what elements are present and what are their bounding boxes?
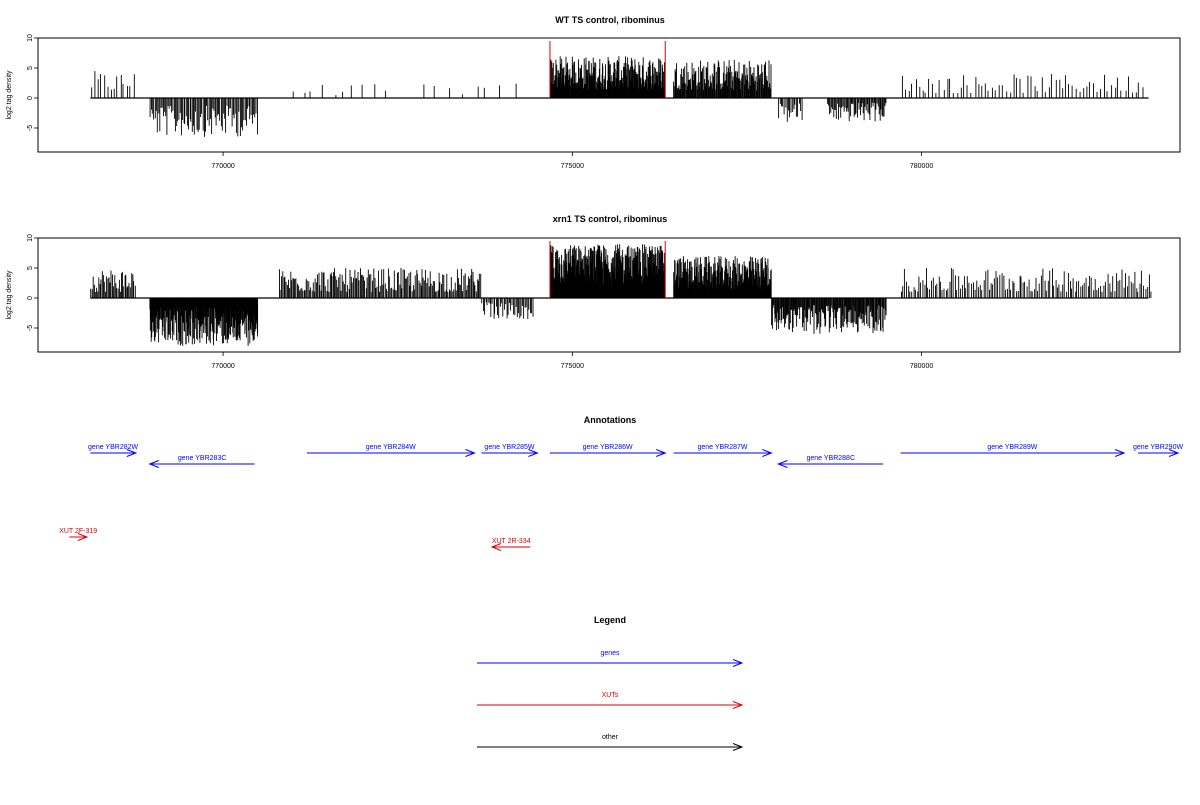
gene-arrow [148, 460, 255, 468]
gene-label: gene YBR286W [583, 444, 633, 451]
gene-label: gene YBR290W [1133, 444, 1183, 451]
x-tick-label: 780000 [910, 163, 933, 170]
legend-arrow [477, 659, 744, 667]
legend-arrow [477, 743, 744, 751]
legend-item-label: other [602, 734, 619, 741]
gene-arrow [1138, 449, 1180, 457]
annotations-title: Annotations [584, 415, 637, 425]
annotations-track: Annotations gene YBR282W gene YBR283C gene… [59, 415, 1183, 551]
gene-label: gene YBR283C [178, 455, 227, 462]
xut-label: XUT 2R-334 [492, 538, 531, 545]
legend-item-label: XUTs [602, 692, 619, 699]
gene-label: gene YBR284W [366, 444, 416, 451]
plot-frame [37, 237, 1181, 353]
x-tick-label: 770000 [211, 163, 234, 170]
gene-arrow [90, 449, 138, 457]
wt-y-axis-label: log2 tag density [6, 70, 13, 120]
gene-arrow [306, 449, 476, 457]
y-tick-label: 0 [27, 96, 34, 100]
xrn1-y-axis-label: log2 tag density [6, 270, 13, 320]
gene-arrow [673, 449, 773, 457]
gene-label: gene YBR285W [484, 444, 534, 451]
gene-arrow [549, 449, 667, 457]
plot-frame [37, 37, 1181, 153]
x-tick-label: 775000 [561, 163, 584, 170]
y-tick-label: 5 [27, 266, 34, 270]
gene-arrow [776, 460, 884, 468]
gene-arrow [900, 449, 1126, 457]
x-tick-label: 780000 [910, 363, 933, 370]
y-tick-label: 10 [27, 34, 34, 42]
gene-label: gene YBR282W [88, 444, 138, 451]
y-tick-label: 0 [27, 296, 34, 300]
xrn1-panel-title: xrn1 TS control, ribominus [553, 214, 668, 224]
density-bars [91, 56, 1144, 137]
x-tick-label: 770000 [211, 363, 234, 370]
gene-label: gene YBR289W [987, 444, 1037, 451]
gene-label: gene YBR288C [806, 455, 855, 462]
xut-arrow [69, 533, 89, 541]
y-tick-label: -5 [27, 125, 34, 131]
xrn1-panel: xrn1 TS control, ribominus log2 tag dens… [6, 214, 1181, 370]
legend: Legend genes XUTs other [477, 615, 744, 751]
density-bars [90, 244, 1152, 346]
legend-title: Legend [594, 615, 626, 625]
xut-arrow [490, 543, 531, 551]
y-tick-label: 5 [27, 66, 34, 70]
gene-label: gene YBR287W [697, 444, 747, 451]
gene-arrow [481, 449, 539, 457]
y-tick-label: -5 [27, 325, 34, 331]
legend-item-label: genes [600, 650, 620, 657]
wt-panel-title: WT TS control, ribominus [555, 15, 665, 25]
x-tick-label: 775000 [561, 363, 584, 370]
xut-label: XUT 2F-319 [59, 528, 97, 535]
y-tick-label: 10 [27, 234, 34, 242]
wt-panel: WT TS control, ribominus log2 tag densit… [6, 15, 1181, 170]
legend-arrow [477, 701, 744, 709]
